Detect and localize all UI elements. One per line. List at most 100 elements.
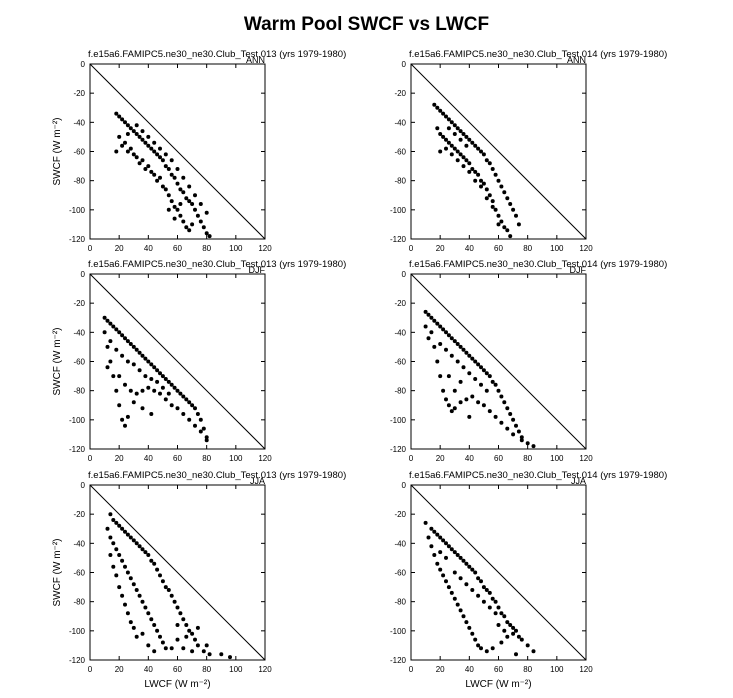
reference-line xyxy=(89,484,266,661)
data-point xyxy=(461,164,466,169)
data-point xyxy=(473,143,478,148)
x-tick-label: 20 xyxy=(115,244,124,253)
y-tick-label: -60 xyxy=(394,569,406,578)
data-point xyxy=(114,388,119,393)
data-point xyxy=(479,579,483,584)
data-point xyxy=(461,614,466,619)
data-point xyxy=(461,558,466,563)
data-point xyxy=(458,555,463,560)
data-point xyxy=(178,202,183,206)
data-point xyxy=(487,193,492,198)
data-point xyxy=(175,605,180,610)
data-point xyxy=(514,423,518,428)
data-point xyxy=(476,576,481,581)
x-axis-title: LWCF (W m⁻²) xyxy=(144,679,210,690)
y-tick-label: -80 xyxy=(73,387,85,396)
data-point xyxy=(511,432,516,437)
data-point xyxy=(123,423,127,428)
data-point xyxy=(423,520,428,525)
data-point xyxy=(193,637,197,642)
data-point xyxy=(140,631,145,636)
data-point xyxy=(137,161,142,166)
data-point xyxy=(160,385,165,390)
data-point xyxy=(438,567,443,572)
data-point xyxy=(114,520,119,525)
data-point xyxy=(514,213,518,218)
data-point xyxy=(207,234,212,239)
data-point xyxy=(464,582,469,587)
data-point xyxy=(117,330,122,335)
data-point xyxy=(137,593,142,598)
data-point xyxy=(143,140,148,145)
reference-line xyxy=(410,63,587,240)
data-point xyxy=(511,631,516,636)
data-point xyxy=(169,403,174,408)
data-point xyxy=(446,403,451,408)
data-point xyxy=(137,544,142,549)
data-point xyxy=(152,623,157,627)
data-point xyxy=(128,576,133,581)
data-point xyxy=(114,149,119,154)
data-point xyxy=(178,391,183,396)
data-point xyxy=(432,102,437,107)
data-point xyxy=(228,655,232,660)
data-point xyxy=(152,149,157,154)
data-point xyxy=(464,561,469,566)
data-point xyxy=(481,599,486,604)
data-point xyxy=(163,646,168,651)
data-point xyxy=(449,143,454,148)
data-point xyxy=(464,134,469,139)
data-point xyxy=(455,359,460,364)
data-point xyxy=(155,368,160,373)
x-tick-label: 80 xyxy=(202,244,211,253)
data-point xyxy=(449,120,454,125)
data-point xyxy=(123,382,127,387)
data-point xyxy=(169,382,174,387)
data-point xyxy=(449,336,454,341)
data-point xyxy=(131,152,136,157)
data-point xyxy=(134,391,139,396)
data-point xyxy=(140,406,145,411)
data-point xyxy=(193,423,197,428)
data-point xyxy=(484,187,489,192)
data-point xyxy=(441,111,446,116)
scatter-panel: f.e15a6.FAMIPC5.ne30_ne30.Club_Test.013 … xyxy=(52,259,346,463)
data-point xyxy=(464,143,469,148)
data-point xyxy=(111,541,116,546)
data-point xyxy=(476,593,481,598)
x-tick-label: 20 xyxy=(115,454,124,463)
data-point xyxy=(496,178,501,183)
data-point xyxy=(496,388,501,393)
data-point xyxy=(117,523,122,528)
data-point xyxy=(458,576,463,581)
data-point xyxy=(172,175,177,180)
data-point xyxy=(198,417,203,422)
data-point xyxy=(461,132,466,136)
season-label: DJF xyxy=(249,265,266,275)
data-point xyxy=(166,379,171,384)
data-point xyxy=(152,388,157,393)
data-point xyxy=(149,412,154,416)
x-tick-label: 40 xyxy=(144,454,153,463)
data-point xyxy=(464,620,469,625)
data-point xyxy=(505,634,510,639)
data-point xyxy=(137,134,142,139)
data-point xyxy=(140,353,145,358)
data-point xyxy=(152,172,157,177)
data-point xyxy=(111,374,116,379)
data-point xyxy=(481,368,486,373)
data-point xyxy=(519,637,524,642)
data-point xyxy=(131,538,136,543)
x-tick-label: 0 xyxy=(409,665,414,674)
data-point xyxy=(155,567,160,572)
data-point xyxy=(435,561,440,566)
season-label: JJA xyxy=(571,476,586,486)
x-tick-label: 100 xyxy=(550,665,564,674)
data-point xyxy=(461,365,466,370)
data-point xyxy=(131,129,136,134)
data-point xyxy=(187,417,192,422)
data-point xyxy=(502,400,507,405)
data-point xyxy=(473,178,478,183)
data-point xyxy=(435,126,440,131)
data-point xyxy=(493,382,498,387)
